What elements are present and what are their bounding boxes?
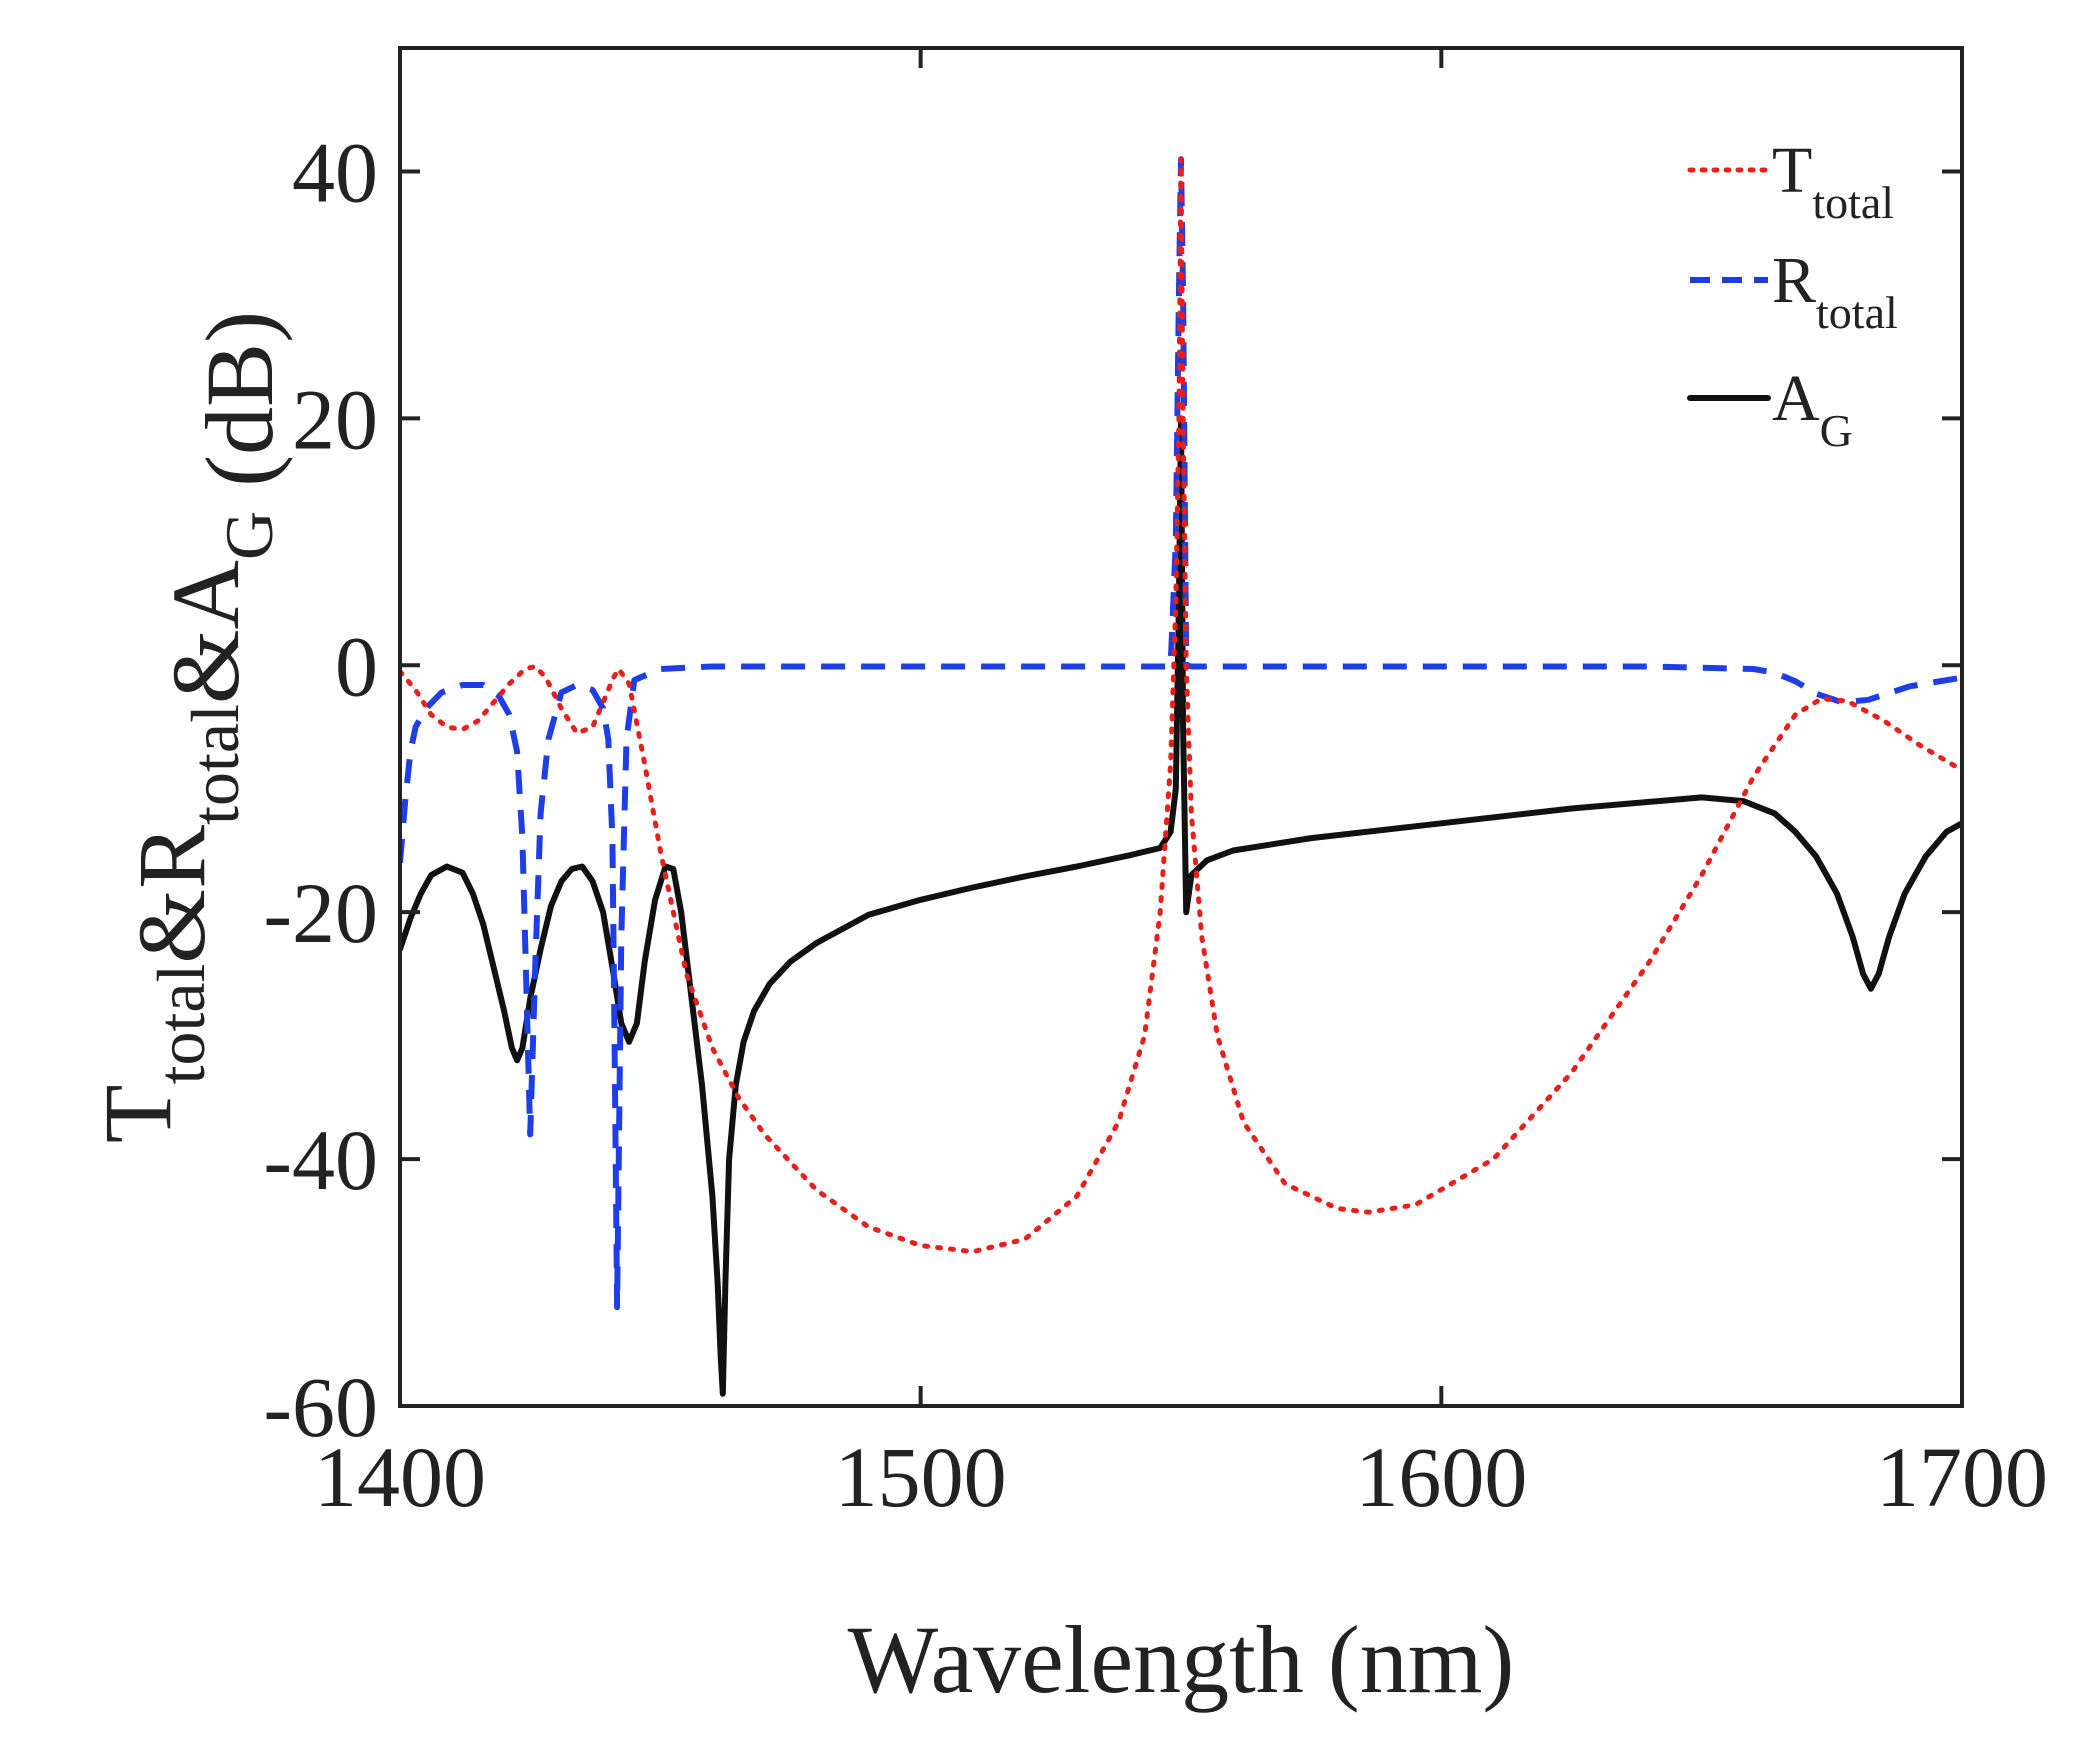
legend-label-subscript: G [1820,405,1853,456]
x-tick-label: 1700 [1876,1429,2048,1525]
y-axis-title-subscript: total [177,704,253,825]
y-tick-label: 0 [335,618,378,714]
plot-frame [398,46,1964,1408]
legend-label-r-total: Rtotal [1772,244,1898,338]
y-tick-label: -40 [263,1112,378,1208]
legend-label-main: A [1772,362,1820,435]
y-tick-label: 40 [292,124,378,220]
y-axis-title-subscript: G [211,511,287,560]
y-axis-title: Ttotal&Rtotal&AG (dB) [84,311,293,1143]
y-axis-title-part: (dB) [186,311,293,511]
series-line-t-total [400,156,1962,1255]
legend-label-a-g: AG [1772,362,1853,456]
legend-label-subscript: total [1816,287,1898,338]
y-tick-label: 20 [292,371,378,467]
y-axis-title-subscript: total [143,964,219,1085]
series-line-r-total [400,156,1962,1311]
y-tick-label: -60 [263,1359,378,1455]
y-axis-title-part: T [84,1084,191,1143]
x-axis-title: Wavelength (nm) [848,1606,1515,1713]
legend-label-t-total: Ttotal [1772,134,1894,228]
y-axis-title-part: &A [152,560,259,704]
y-axis-title-part: &R [118,825,225,964]
legend-label-subscript: total [1812,177,1894,228]
y-tick-label: -20 [263,865,378,961]
legend-label-main: T [1772,134,1812,207]
x-tick-label: 1500 [835,1429,1007,1525]
legend-label-main: R [1772,244,1816,317]
x-tick-label: 1400 [314,1429,486,1525]
x-tick-label: 1600 [1355,1429,1527,1525]
series-line-a-g [400,415,1962,1397]
